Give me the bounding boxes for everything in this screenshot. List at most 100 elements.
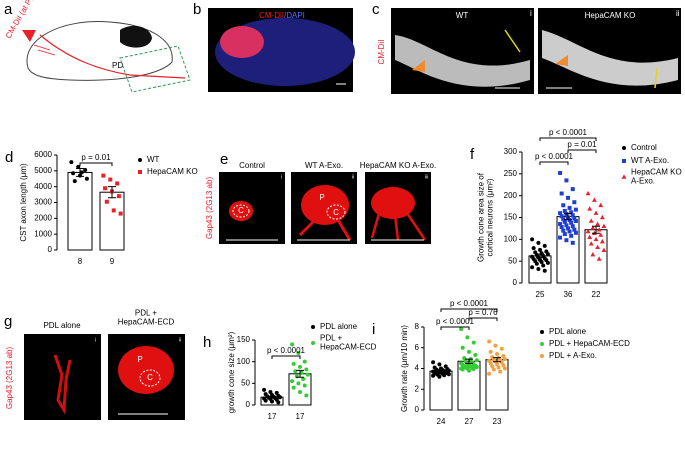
legend-label: HepaCAM KO bbox=[147, 167, 198, 176]
p-value: p = 0.01 bbox=[567, 140, 597, 149]
roman: i bbox=[95, 337, 96, 343]
data-point bbox=[108, 177, 113, 182]
y-tick-label: 200 bbox=[504, 191, 518, 200]
significance-bracket bbox=[271, 355, 301, 359]
data-point bbox=[446, 372, 451, 377]
y-tick-label: 300 bbox=[504, 147, 518, 156]
data-point bbox=[558, 170, 563, 175]
data-point bbox=[111, 208, 116, 213]
data-point bbox=[539, 260, 544, 265]
legend-marker bbox=[540, 354, 544, 358]
y-axis-label: growth cone size (μm²) bbox=[227, 331, 236, 413]
panel-letter: f bbox=[470, 146, 475, 163]
legend-label: WT A-Exo. bbox=[631, 156, 669, 165]
error-bar bbox=[564, 213, 572, 221]
panel-e: e Gap43 (2G13 ab) C P C Control WT A-Exo… bbox=[205, 151, 436, 244]
bar bbox=[67, 171, 93, 251]
arrowhead bbox=[555, 55, 568, 66]
significance-bracket bbox=[440, 326, 470, 330]
data-point bbox=[573, 207, 578, 212]
data-point bbox=[559, 214, 564, 219]
data-point bbox=[460, 345, 465, 350]
soma-outline bbox=[232, 204, 250, 218]
panel-letter: h bbox=[203, 334, 211, 351]
legend-label: PDL + A-Exo. bbox=[549, 351, 597, 360]
data-point bbox=[593, 210, 599, 215]
data-point bbox=[495, 362, 499, 367]
data-point bbox=[84, 176, 89, 181]
data-point bbox=[595, 244, 600, 249]
data-point bbox=[564, 223, 569, 228]
data-point bbox=[118, 211, 123, 216]
p-value: p = 0.76 bbox=[468, 308, 498, 317]
error-bar bbox=[296, 369, 304, 378]
panel-c: c WT HepaCAM KO CM-DiI i ii bbox=[372, 1, 681, 94]
data-point bbox=[598, 232, 604, 237]
data-point bbox=[290, 379, 295, 384]
y-tick-label: 6 bbox=[415, 343, 420, 352]
data-point bbox=[467, 368, 471, 373]
y-tick-label: 2 bbox=[415, 384, 420, 393]
data-point bbox=[101, 173, 106, 178]
panel-letter: a bbox=[4, 1, 13, 18]
data-point bbox=[274, 390, 279, 395]
data-point bbox=[431, 373, 436, 378]
data-point bbox=[69, 160, 74, 165]
y-tick-label: 100 bbox=[504, 234, 518, 243]
roman: ii bbox=[352, 174, 354, 180]
region-label: C bbox=[238, 206, 244, 215]
data-point bbox=[83, 168, 88, 173]
data-point bbox=[572, 216, 577, 221]
legend-label: PDL + HepaCAM-ECD bbox=[320, 334, 377, 352]
data-point bbox=[270, 399, 274, 404]
stain-blue: /DAPI bbox=[284, 11, 305, 20]
dye-label: CM-DiI bbox=[377, 40, 386, 65]
roman: ii bbox=[179, 337, 181, 343]
data-point bbox=[588, 241, 594, 246]
panel-letter: c bbox=[372, 1, 380, 18]
data-point bbox=[567, 229, 572, 234]
legend-marker bbox=[138, 170, 142, 174]
data-point bbox=[601, 247, 607, 253]
legend-marker bbox=[540, 330, 544, 334]
y-tick-label: 5000 bbox=[34, 166, 52, 175]
data-point bbox=[302, 383, 307, 388]
legend-marker bbox=[622, 159, 626, 163]
significance-bracket bbox=[468, 317, 498, 321]
stain-red: CM-DiI bbox=[259, 11, 284, 20]
marker-line bbox=[654, 67, 658, 89]
data-point bbox=[562, 232, 567, 237]
y-tick-label: 8 bbox=[415, 322, 420, 331]
data-point bbox=[570, 213, 575, 218]
data-point bbox=[564, 238, 569, 243]
error-bar bbox=[437, 369, 445, 373]
roman: ii bbox=[676, 9, 680, 18]
p-value: p < 0.0001 bbox=[450, 299, 489, 308]
data-point bbox=[71, 171, 76, 176]
data-point bbox=[530, 265, 535, 270]
data-point bbox=[558, 235, 563, 240]
p-value: p < 0.0001 bbox=[535, 152, 574, 161]
panel-b: b CM-DiI /DAPI bbox=[193, 1, 355, 92]
y-tick-label: 100 bbox=[237, 357, 251, 366]
data-point bbox=[587, 234, 593, 239]
data-point bbox=[558, 211, 563, 216]
y-tick-label: 0 bbox=[415, 405, 420, 414]
data-point bbox=[570, 187, 575, 192]
data-point bbox=[277, 395, 282, 400]
column-label: PDL + HepaCAM-ECD bbox=[118, 309, 175, 327]
data-point bbox=[115, 181, 120, 186]
bar bbox=[99, 191, 125, 251]
column-label: Control bbox=[239, 161, 265, 170]
data-point bbox=[495, 351, 499, 356]
data-point bbox=[590, 225, 596, 230]
data-point bbox=[460, 367, 465, 372]
data-point bbox=[569, 210, 574, 215]
n-label: 17 bbox=[296, 412, 305, 421]
cst-tract bbox=[39, 34, 186, 79]
stain-label: Gap43 (2G13 ab) bbox=[5, 347, 14, 410]
y-tick-label: 50 bbox=[241, 378, 250, 387]
n-label: 27 bbox=[465, 417, 474, 426]
data-point bbox=[487, 371, 492, 376]
